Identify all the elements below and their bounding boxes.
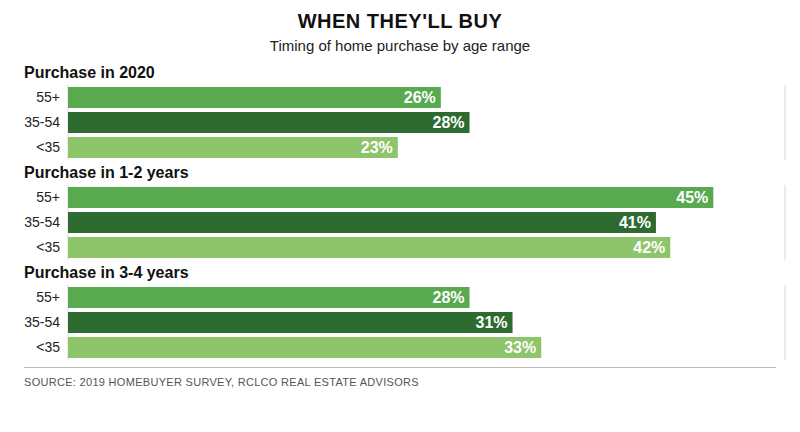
svg-text:26%: 26% xyxy=(404,89,436,106)
svg-text:41%: 41% xyxy=(619,214,651,231)
svg-text:42%: 42% xyxy=(633,239,665,256)
svg-text:23%: 23% xyxy=(361,139,393,156)
svg-text:31%: 31% xyxy=(476,314,508,331)
svg-text:35-54: 35-54 xyxy=(24,214,60,230)
svg-text:55+: 55+ xyxy=(36,189,60,205)
svg-text:55+: 55+ xyxy=(36,89,60,105)
html-text:Purchase in 2020: Purchase in 2020 xyxy=(24,64,155,81)
html-text:Timing of home purchase by age: Timing of home purchase by age range xyxy=(269,37,531,54)
html-text:WHEN THEY'LL BUY: WHEN THEY'LL BUY xyxy=(297,10,503,32)
svg-text:<35: <35 xyxy=(36,339,60,355)
svg-text:55+: 55+ xyxy=(36,289,60,305)
html-text:SOURCE: 2019 HOMEBUYER SURVEY,: SOURCE: 2019 HOMEBUYER SURVEY, RCLCO REA… xyxy=(24,376,419,388)
svg-text:<35: <35 xyxy=(36,139,60,155)
svg-text:33%: 33% xyxy=(504,339,536,356)
svg-text:28%: 28% xyxy=(432,289,464,306)
html-text:Purchase in 1-2 years: Purchase in 1-2 years xyxy=(24,164,189,181)
svg-text:35-54: 35-54 xyxy=(24,114,60,130)
html-text:Purchase in 3-4 years: Purchase in 3-4 years xyxy=(24,264,189,281)
svg-text:35-54: 35-54 xyxy=(24,314,60,330)
svg-text:<35: <35 xyxy=(36,239,60,255)
svg-text:28%: 28% xyxy=(432,114,464,131)
svg-text:45%: 45% xyxy=(676,189,708,206)
